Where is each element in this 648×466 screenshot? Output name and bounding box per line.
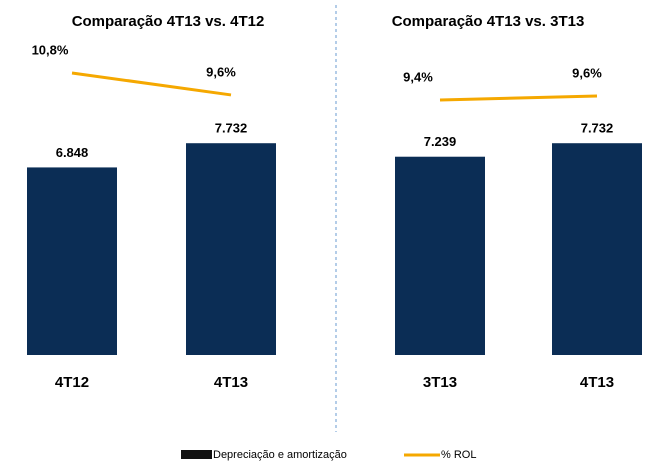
data-label: 10,8%: [32, 42, 69, 57]
x-tick-label: 4T12: [55, 374, 89, 391]
data-label: 7.239: [424, 134, 457, 149]
legend-label: % ROL: [441, 449, 476, 461]
chart-title: Comparação 4T13 vs. 4T12: [72, 13, 265, 30]
line: [71, 71, 232, 97]
bar: [186, 143, 276, 355]
bar: [395, 156, 485, 355]
data-label: 9,4%: [403, 69, 433, 84]
x-tick-label: 3T13: [423, 374, 457, 391]
legend-swatch-bar: [181, 450, 212, 459]
chart-title: Comparação 4T13 vs. 3T13: [392, 13, 585, 30]
bar: [27, 167, 117, 355]
x-tick-label: 4T13: [214, 374, 248, 391]
data-label: 9,6%: [572, 65, 602, 80]
data-label: 7.732: [581, 121, 614, 136]
legend-label: Depreciação e amortização: [213, 449, 347, 461]
bar: [552, 143, 642, 355]
line: [439, 94, 598, 102]
data-label: 7.732: [215, 121, 248, 136]
data-label: 6.848: [56, 145, 89, 160]
x-tick-label: 4T13: [580, 374, 614, 391]
data-label: 9,6%: [206, 64, 236, 79]
